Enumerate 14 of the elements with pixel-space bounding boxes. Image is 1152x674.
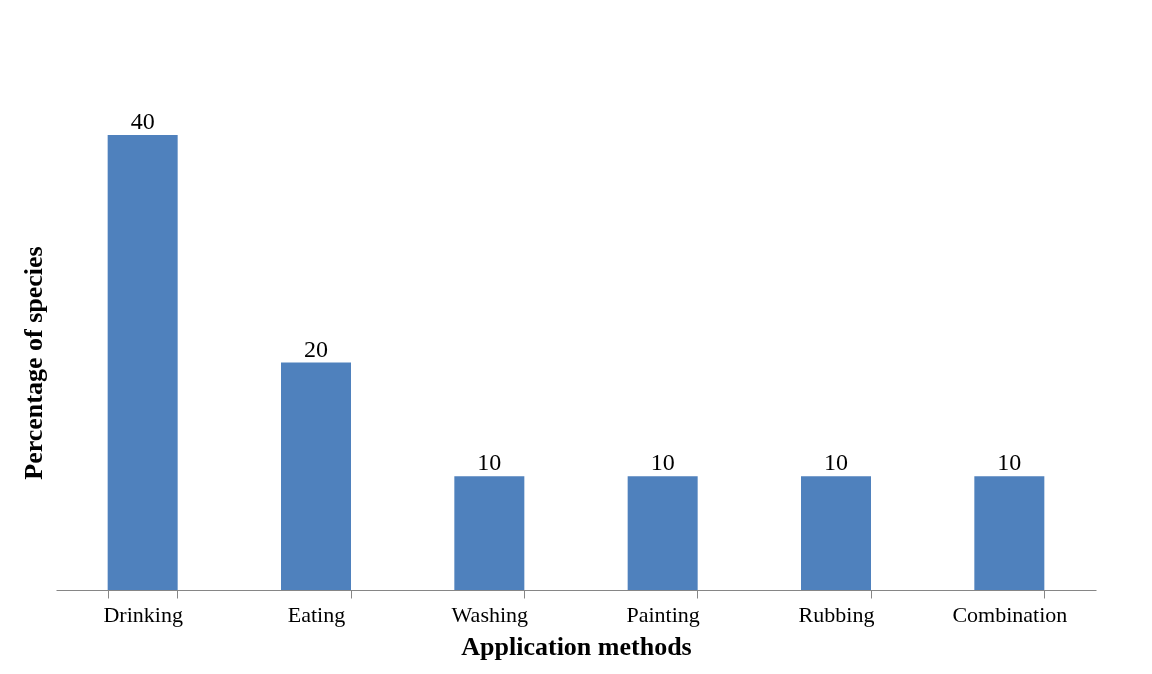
data-label: 40 xyxy=(130,108,155,134)
x-axis-title: Application methods xyxy=(461,631,692,661)
y-axis-title: Percentage of species xyxy=(18,246,48,480)
x-tick-label: Rubbing xyxy=(798,601,875,627)
data-label: 10 xyxy=(477,449,502,476)
x-tick-label: Drinking xyxy=(103,601,183,627)
x-tick-label: Combination xyxy=(952,601,1068,627)
x-tick-label: Washing xyxy=(451,601,529,627)
data-label: 10 xyxy=(650,449,675,476)
x-tick-label: Painting xyxy=(626,601,700,627)
x-tick-label: Eating xyxy=(287,601,346,627)
data-label: 20 xyxy=(304,335,328,362)
data-label: 10 xyxy=(824,449,848,476)
data-label: 10 xyxy=(997,449,1022,476)
